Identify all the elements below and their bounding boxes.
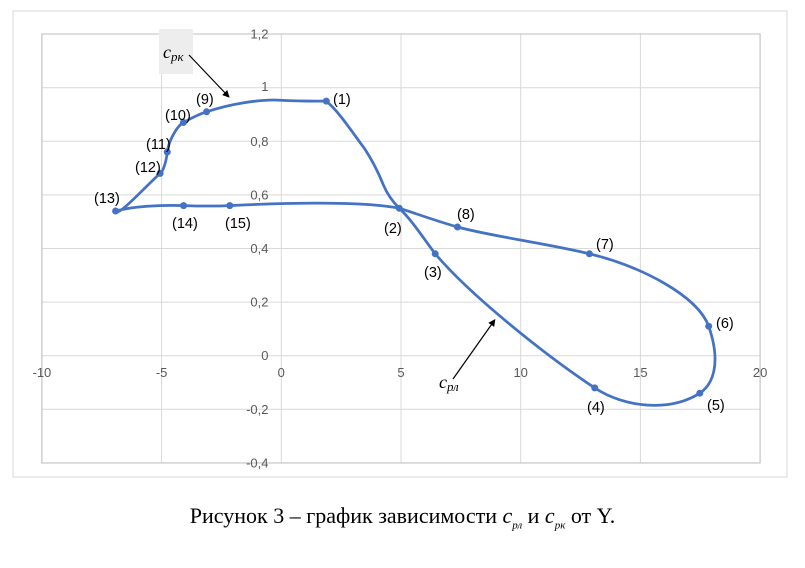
svg-text:(10): (10) [165, 108, 191, 124]
svg-text:(7): (7) [596, 237, 614, 253]
svg-text:15: 15 [633, 365, 647, 380]
svg-text:-5: -5 [156, 365, 168, 380]
svg-text:(5): (5) [707, 398, 725, 414]
svg-text:1: 1 [261, 79, 268, 94]
svg-text:(4): (4) [587, 400, 605, 416]
svg-text:20: 20 [753, 365, 767, 380]
svg-text:0,4: 0,4 [250, 241, 268, 256]
svg-text:0,2: 0,2 [250, 295, 268, 310]
svg-text:(9): (9) [196, 92, 214, 108]
svg-text:(3): (3) [424, 265, 442, 281]
svg-text:(12): (12) [135, 160, 161, 176]
svg-text:10: 10 [513, 365, 527, 380]
svg-text:0,8: 0,8 [250, 134, 268, 149]
svg-text:(6): (6) [716, 316, 734, 332]
svg-text:-10: -10 [33, 365, 52, 380]
svg-text:(14): (14) [172, 216, 198, 232]
svg-text:1,2: 1,2 [250, 27, 268, 42]
svg-text:0,6: 0,6 [250, 187, 268, 202]
svg-text:(13): (13) [94, 191, 120, 207]
svg-text:0: 0 [261, 348, 268, 363]
svg-text:0: 0 [278, 365, 285, 380]
svg-text:(11): (11) [146, 137, 171, 153]
svg-text:(2): (2) [384, 221, 402, 237]
svg-text:(15): (15) [225, 216, 251, 232]
svg-text:(1): (1) [333, 92, 351, 108]
svg-text:-0,4: -0,4 [246, 455, 268, 470]
svg-text:-0,2: -0,2 [246, 402, 268, 417]
svg-text:5: 5 [397, 365, 404, 380]
svg-text:(8): (8) [457, 207, 475, 223]
